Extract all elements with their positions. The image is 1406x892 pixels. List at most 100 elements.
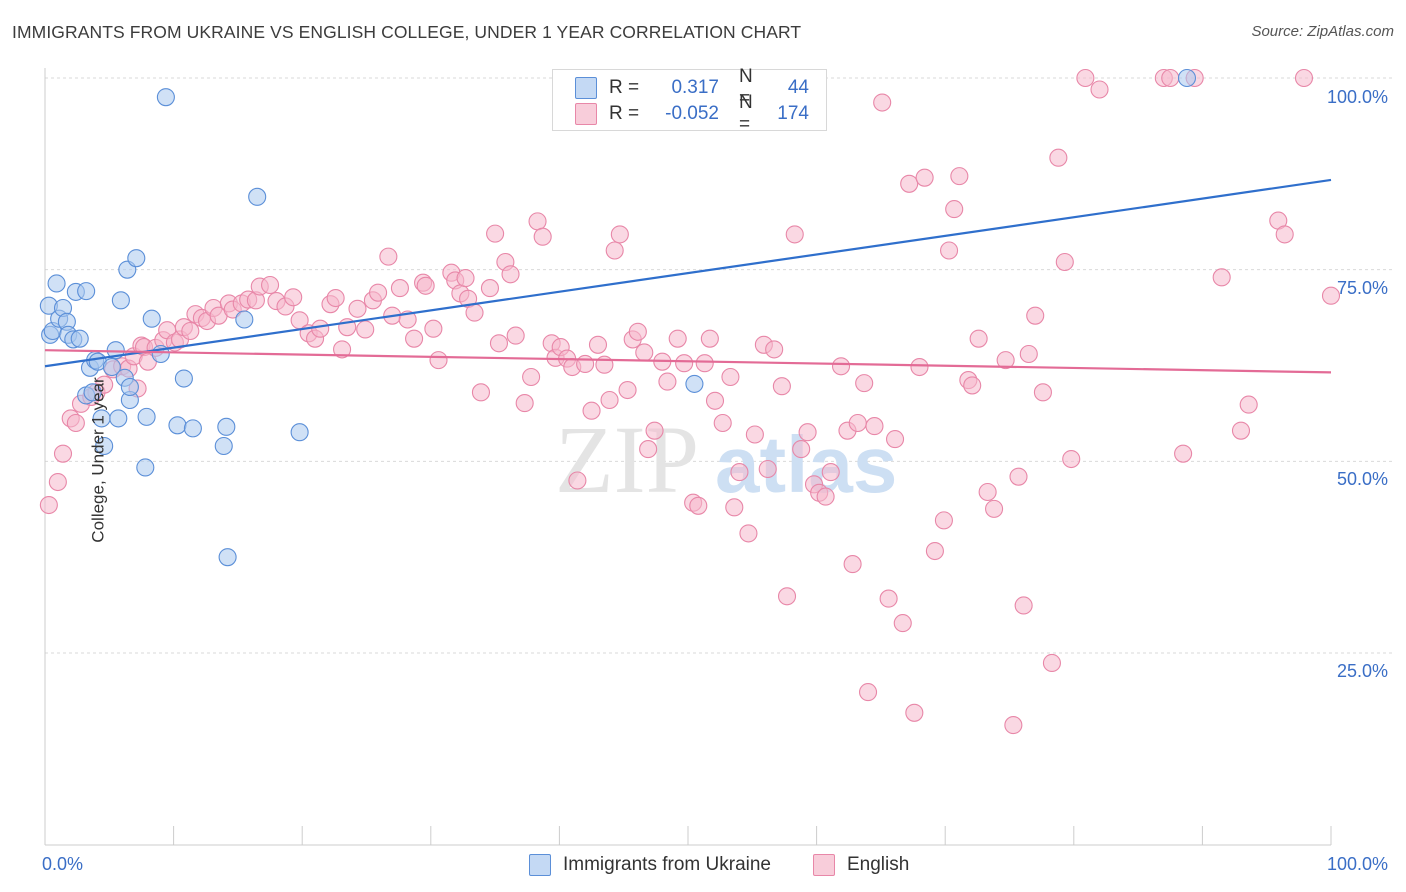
- english-point-145: [969, 329, 988, 348]
- ukraine-point-34: [174, 369, 193, 388]
- ukraine-point-43: [1177, 68, 1197, 88]
- legend-r-label: R =: [609, 77, 640, 98]
- english-point-159: [1076, 68, 1095, 88]
- ukraine-trend-line: [44, 178, 1332, 368]
- english-point-157: [1055, 252, 1074, 272]
- english-point-103: [700, 329, 719, 348]
- legend-r-value: -0.052: [665, 103, 719, 124]
- english-point-35: [260, 275, 280, 295]
- english-point-93: [635, 343, 654, 362]
- legend-r-label: R =: [609, 103, 640, 124]
- source-label: Source: ZipAtlas.com: [1251, 23, 1394, 40]
- english-point-42: [311, 319, 330, 338]
- legend-n-value: 174: [777, 103, 809, 124]
- y-tick-label-25: 25.0%: [1337, 661, 1389, 681]
- english-point-107: [725, 498, 744, 517]
- english-point-132: [885, 430, 905, 449]
- ukraine-point-18: [95, 436, 114, 456]
- english-point-151: [1014, 596, 1033, 615]
- english-point-90: [618, 380, 637, 400]
- english-point-117: [792, 440, 811, 459]
- english-point-75: [528, 212, 547, 231]
- legend-swatch-pink: [575, 103, 597, 125]
- english-point-68: [486, 224, 505, 243]
- english-point-84: [582, 401, 601, 420]
- english-point-95: [645, 421, 664, 440]
- english-point-106: [721, 367, 740, 387]
- english-point-169: [1275, 225, 1294, 244]
- english-point-166: [1231, 421, 1251, 440]
- english-point-116: [785, 225, 804, 244]
- legend-row-ukraine: R = 0.317 N = 44: [575, 66, 809, 109]
- english-trend-line: [44, 349, 1332, 374]
- y-tick-label-50: 50.0%: [1337, 469, 1389, 489]
- english-point-98: [668, 329, 687, 348]
- correlation-legend: R = 0.317 N = 44 R = -0.052 N = 174: [552, 66, 827, 135]
- english-point-125: [843, 555, 862, 574]
- english-point-0: [39, 495, 58, 515]
- english-point-38: [284, 288, 303, 307]
- english-point-53: [390, 279, 409, 298]
- english-point-82: [568, 471, 587, 490]
- english-point-47: [348, 299, 367, 318]
- english-point-108: [730, 463, 749, 482]
- legend-n-label: N =: [739, 66, 753, 109]
- english-point-115: [777, 587, 797, 606]
- x-tick-label-min: 0.0%: [42, 854, 84, 874]
- y-axis-label: College, Under 1 year: [88, 377, 108, 543]
- ukraine-point-39: [235, 310, 254, 329]
- english-point-112: [758, 459, 777, 479]
- english-point-89: [610, 225, 629, 244]
- english-point-127: [855, 374, 874, 393]
- legend-n-value: 44: [787, 77, 809, 98]
- english-point-137: [915, 168, 934, 187]
- ukraine-point-33: [168, 416, 187, 435]
- ukraine-point-29: [137, 407, 156, 426]
- bottom-legend-swatch-blue: [529, 854, 551, 876]
- english-point-113: [765, 340, 784, 359]
- axes: [44, 68, 1332, 846]
- english-point-149: [1004, 716, 1023, 735]
- ukraine-point-10: [70, 329, 89, 348]
- english-point-66: [471, 383, 491, 402]
- english-point-104: [705, 391, 725, 410]
- english-point-110: [745, 425, 764, 444]
- x-tick-label-max: 100.0%: [1327, 854, 1389, 874]
- english-point-48: [356, 320, 375, 339]
- english-point-114: [772, 377, 791, 396]
- english-point-45: [333, 340, 352, 359]
- ukraine-point-22: [111, 291, 130, 310]
- ukraine-point-42: [685, 374, 704, 393]
- english-point-129: [865, 417, 884, 436]
- legend-swatch-blue: [575, 77, 597, 99]
- english-point-138: [925, 541, 944, 561]
- english-point-122: [821, 463, 840, 482]
- bottom-legend-ukraine: Immigrants from Ukraine: [529, 852, 771, 878]
- trend-lines: [44, 178, 1332, 374]
- english-point-134: [900, 174, 919, 193]
- ukraine-point-36: [214, 436, 233, 456]
- english-point-165: [1212, 268, 1231, 287]
- english-point-170: [1294, 68, 1314, 88]
- english-point-136: [910, 357, 929, 377]
- ukraine-point-19: [102, 357, 121, 377]
- ukraine-point-40: [248, 187, 267, 206]
- english-point-1: [48, 472, 67, 492]
- english-point-102: [695, 354, 714, 373]
- english-point-97: [658, 372, 677, 391]
- ukraine-point-41: [290, 423, 309, 442]
- english-point-4: [66, 413, 85, 433]
- bottom-legend-swatch-pink: [813, 854, 835, 876]
- english-point-156: [1049, 148, 1068, 167]
- english-point-140: [940, 241, 959, 260]
- bottom-legend-label-ukraine: Immigrants from Ukraine: [563, 854, 771, 875]
- english-point-76: [533, 227, 552, 246]
- english-point-59: [429, 351, 448, 370]
- english-point-101: [689, 496, 708, 515]
- english-point-83: [576, 354, 595, 374]
- english-point-171: [1321, 286, 1341, 305]
- ukraine-point-3: [47, 274, 66, 293]
- ukraine-point-21: [109, 409, 128, 428]
- bottom-legend-english: English: [813, 852, 909, 878]
- grid-lines: [45, 77, 1395, 654]
